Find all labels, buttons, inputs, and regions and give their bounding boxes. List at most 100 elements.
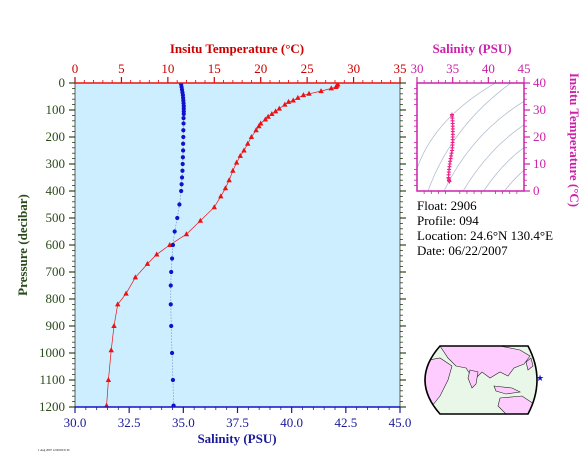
temperature-point <box>276 105 282 111</box>
main-plot-background <box>75 83 400 407</box>
float-info: Float: 2906 Profile: 094 Location: 24.6°… <box>417 198 553 258</box>
temperature-tick-label: 35 <box>394 61 407 76</box>
density-contours <box>417 83 524 191</box>
salinity-point <box>181 121 186 126</box>
salinity-point <box>171 403 176 407</box>
salinity-point <box>181 116 186 121</box>
profile-number: Profile: 094 <box>417 213 479 228</box>
temperature-point <box>108 347 114 353</box>
ts-salinity-tick-label: 30 <box>411 61 424 76</box>
ts-salinity-tick-label: 40 <box>482 61 495 76</box>
salinity-point <box>168 302 173 307</box>
salinity-tick-label: 45.0 <box>389 415 412 430</box>
salinity-point <box>172 229 177 234</box>
temperature-point <box>211 204 217 210</box>
salinity-tick-label: 35.0 <box>172 415 195 430</box>
ts-temperature-tick-label: 40 <box>533 75 546 90</box>
pressure-tick-label: 600 <box>46 237 66 252</box>
temperature-tick-label: 5 <box>118 61 125 76</box>
temperature-tick-label: 15 <box>208 61 221 76</box>
salinity-point <box>180 168 185 173</box>
density-contour <box>462 124 524 191</box>
salinity-point <box>181 134 186 140</box>
temperature-point <box>306 90 312 96</box>
salinity-point <box>181 128 186 133</box>
salinity-point <box>169 350 175 356</box>
ts-temperature-tick-label: 30 <box>533 102 546 117</box>
ts-top-axis-title: Salinity (PSU) <box>432 41 511 56</box>
float-location: Location: 24.6°N 130.4°E <box>417 228 553 243</box>
density-contour <box>504 169 524 191</box>
temperature-tick-label: 25 <box>301 61 314 76</box>
salinity-point <box>169 269 174 275</box>
temperature-point <box>290 97 296 103</box>
temperature-point <box>300 92 307 98</box>
salinity-point <box>181 148 186 153</box>
salinity-point <box>170 377 176 383</box>
temperature-point <box>282 101 288 107</box>
ts-salinity-tick-label: 45 <box>518 61 531 76</box>
temperature-point <box>154 251 160 257</box>
landmass-indonesia <box>493 385 521 395</box>
temperature-tick-label: 20 <box>254 61 267 76</box>
float-location-marker: ★ <box>536 373 544 383</box>
temperature-point <box>222 185 229 191</box>
salinity-point <box>169 323 174 329</box>
profile-date: Date: 06/22/2007 <box>417 243 508 258</box>
pressure-tick-label: 1100 <box>39 372 65 387</box>
temperature-point <box>333 84 339 90</box>
temperature-point <box>226 177 232 183</box>
temperature-point <box>105 377 112 382</box>
temperature-point <box>132 274 139 280</box>
temperature-point <box>328 85 334 91</box>
temperature-point <box>265 113 271 119</box>
temperature-point <box>245 140 251 146</box>
temperature-point <box>104 402 109 407</box>
ts-right-axis-title: Insitu Temperature (°C) <box>567 73 582 207</box>
float-id: Float: 2906 <box>417 198 477 213</box>
ts-temperature-tick-label: 10 <box>533 156 546 171</box>
temperature-point <box>183 231 190 237</box>
pressure-tick-label: 400 <box>46 183 66 198</box>
density-contour <box>443 100 524 191</box>
temperature-point <box>318 88 324 94</box>
main-axis-ticks: 0 5 10 15 20 25 30 35 30.0 32.5 35.0 37.5 40.0 42.5 45… <box>39 61 411 430</box>
top-axis-title: Insitu Temperature (°C) <box>170 41 304 56</box>
bottom-axis-title: Salinity (PSU) <box>197 431 276 446</box>
footer-note: 1 Aug 2007 12:00:00 UTC <box>38 448 70 452</box>
temperature-point <box>269 111 275 117</box>
ts-plot-frame <box>416 82 525 192</box>
salinity-point <box>180 161 185 167</box>
ts-point <box>447 179 452 184</box>
salinity-point <box>181 111 186 117</box>
pressure-tick-label: 200 <box>46 129 66 144</box>
ts-plot-background <box>417 83 524 191</box>
salinity-point <box>179 188 184 194</box>
y-axis-title: Pressure (decibar) <box>15 194 30 296</box>
salinity-tick-label: 40.0 <box>280 415 303 430</box>
landmass-japan <box>525 357 534 371</box>
temperature-point <box>230 167 236 173</box>
salinity-point <box>175 215 180 221</box>
main-profile-chart: 0 5 10 15 20 25 30 35 30.0 32.5 35.0 37.5 40.0 42.5 45… <box>15 41 411 446</box>
temperature-point <box>233 159 240 165</box>
ts-temperature-tick-label: 20 <box>533 129 546 144</box>
temperature-point <box>111 323 117 328</box>
main-data-layer <box>104 83 341 407</box>
temperature-point <box>237 152 243 158</box>
salinity-point <box>168 283 173 288</box>
temperature-point <box>253 127 259 133</box>
location-map: ★ <box>424 345 544 415</box>
salinity-point <box>181 141 186 146</box>
temperature-point <box>262 116 269 122</box>
density-contour <box>417 83 497 170</box>
pressure-tick-label: 100 <box>46 102 66 117</box>
temperature-tick-label: 30 <box>347 61 360 76</box>
temperature-tick-label: 10 <box>161 61 174 76</box>
salinity-tick-label: 30.0 <box>64 415 87 430</box>
salinity-point <box>179 182 184 187</box>
temperature-tick-label: 0 <box>72 61 79 76</box>
pressure-tick-label: 700 <box>46 264 66 279</box>
